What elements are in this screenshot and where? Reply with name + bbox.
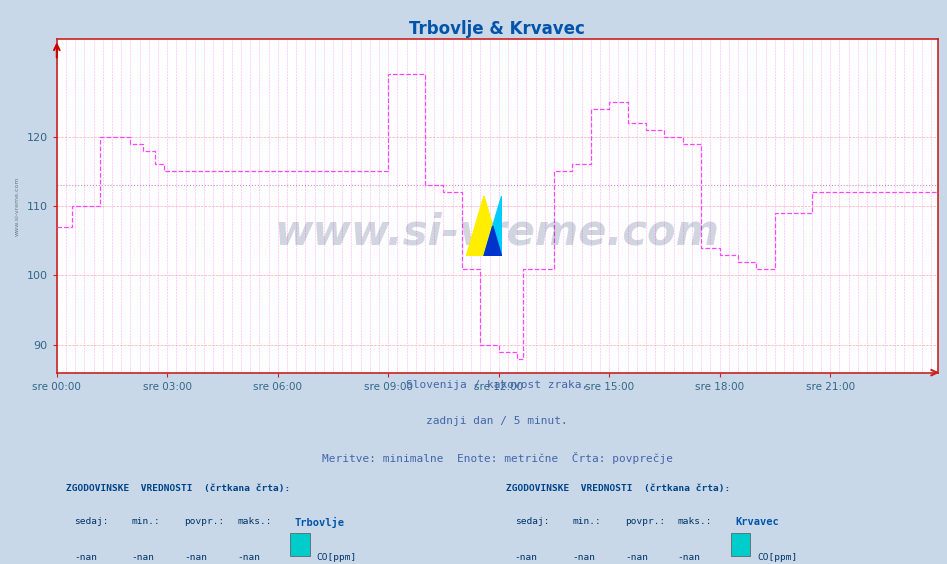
Text: povpr.:: povpr.: [625, 517, 665, 526]
Text: -nan: -nan [625, 553, 648, 562]
Text: www.si-vreme.com: www.si-vreme.com [275, 212, 720, 254]
Text: ZGODOVINSKE  VREDNOSTI  (črtkana črta):: ZGODOVINSKE VREDNOSTI (črtkana črta): [65, 484, 290, 494]
Text: ZGODOVINSKE  VREDNOSTI  (črtkana črta):: ZGODOVINSKE VREDNOSTI (črtkana črta): [506, 484, 730, 494]
Text: zadnji dan / 5 minut.: zadnji dan / 5 minut. [426, 416, 568, 426]
Text: -nan: -nan [515, 553, 538, 562]
Bar [290, 533, 310, 556]
Text: min.:: min.: [132, 517, 160, 526]
Text: CO[ppm]: CO[ppm] [316, 553, 357, 562]
Text: sedaj:: sedaj: [515, 517, 549, 526]
Text: -nan: -nan [185, 553, 207, 562]
Text: -nan: -nan [238, 553, 260, 562]
Bar [730, 533, 750, 556]
Text: Trbovlje: Trbovlje [295, 517, 345, 528]
Text: www.si-vreme.com: www.si-vreme.com [15, 177, 20, 236]
Text: -nan: -nan [132, 553, 154, 562]
Text: Krvavec: Krvavec [735, 517, 778, 527]
Text: Slovenija / kakovost zraka,: Slovenija / kakovost zraka, [406, 380, 588, 390]
Text: povpr.:: povpr.: [185, 517, 224, 526]
Text: CO[ppm]: CO[ppm] [757, 553, 797, 562]
Text: -nan: -nan [75, 553, 98, 562]
Text: -nan: -nan [572, 553, 595, 562]
Text: sedaj:: sedaj: [75, 517, 109, 526]
Text: Meritve: minimalne  Enote: metrične  Črta: povprečje: Meritve: minimalne Enote: metrične Črta:… [322, 452, 672, 464]
Title: Trbovlje & Krvavec: Trbovlje & Krvavec [409, 20, 585, 38]
Text: maks.:: maks.: [678, 517, 712, 526]
Text: min.:: min.: [572, 517, 600, 526]
Text: -nan: -nan [678, 553, 701, 562]
Text: maks.:: maks.: [238, 517, 272, 526]
